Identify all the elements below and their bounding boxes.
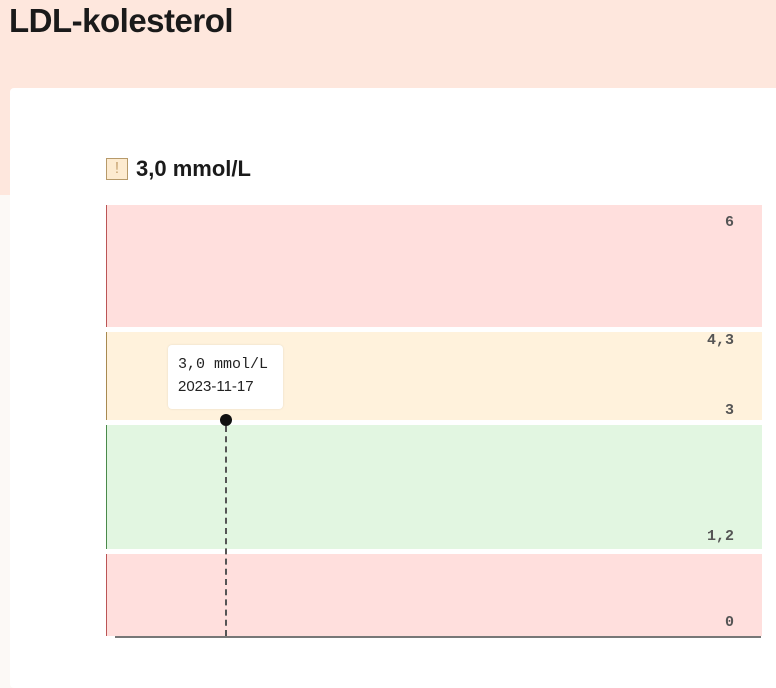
warning-exclamation-icon: !	[106, 158, 128, 180]
data-point[interactable]	[220, 414, 232, 426]
latest-value-text: 3,0 mmol/L	[136, 156, 251, 181]
x-axis	[115, 636, 761, 638]
tick-label: 4,3	[706, 332, 734, 349]
point-guide-line	[225, 426, 227, 636]
tick-label: 6	[724, 214, 734, 231]
tooltip-value: 3,0 mmol/L	[178, 356, 269, 373]
tooltip: 3,0 mmol/L 2023-11-17	[168, 345, 283, 409]
band-low: 0	[106, 554, 762, 636]
band-normal: 1,2	[106, 425, 762, 549]
tick-label: 3	[724, 402, 734, 419]
latest-value: ! 3,0 mmol/L	[106, 156, 251, 182]
tick-label: 1,2	[706, 528, 734, 545]
page-title: LDL-kolesterol	[9, 2, 234, 39]
tooltip-date: 2023-11-17	[178, 378, 254, 395]
band-high: 6	[106, 205, 762, 327]
tick-label: 0	[724, 614, 734, 631]
